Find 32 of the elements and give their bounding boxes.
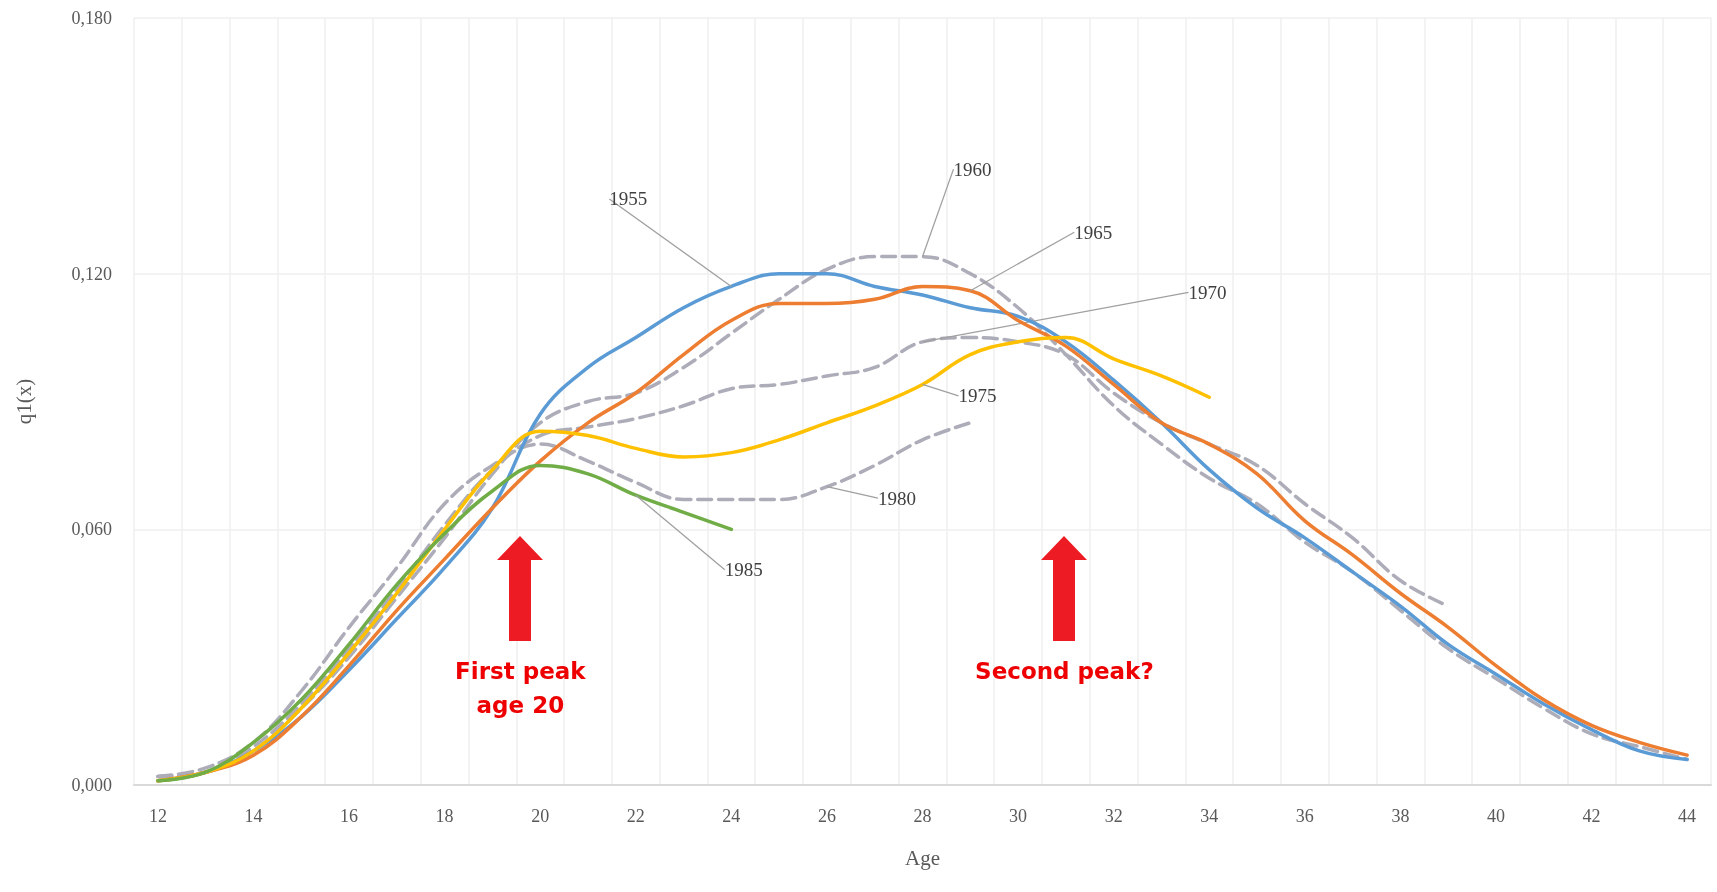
text: 1965: [1074, 221, 1113, 243]
y-tick-label: 0,060: [71, 519, 112, 540]
y-tick-label: 0,120: [71, 263, 112, 284]
y-tick-label: 0,180: [71, 8, 112, 28]
x-tick-label: 26: [817, 806, 836, 826]
text: 1955: [609, 188, 648, 210]
x-tick-label: 44: [1678, 806, 1697, 826]
text: 1960: [953, 158, 992, 180]
annotation: First peak age 20: [454, 656, 587, 721]
x-tick-label: 12: [148, 806, 167, 826]
x-tick-label: 22: [626, 806, 645, 826]
x-axis-title: Age: [905, 845, 940, 870]
series-label: 1975: [958, 385, 997, 407]
x-tick-label: 18: [435, 806, 454, 826]
x-tick-label: 16: [340, 806, 359, 826]
x-tick-label: 30: [1009, 806, 1028, 826]
series-label: 1985: [724, 559, 763, 581]
x-tick-label: 14: [244, 806, 263, 826]
x-tick-label: 38: [1391, 806, 1410, 826]
x-tick-label: 24: [722, 806, 741, 826]
annotation: Second peak?: [974, 656, 1155, 686]
x-tick-label: 40: [1486, 806, 1505, 826]
x-tick-label: 34: [1200, 806, 1219, 826]
y-axis-title: q1(x): [11, 378, 36, 425]
x-tick-label: 28: [913, 806, 932, 826]
series-label: 1980: [877, 487, 916, 509]
x-tick-label: 20: [531, 806, 550, 826]
x-tick-label: 32: [1104, 806, 1123, 826]
text: 1970: [1188, 281, 1227, 303]
x-tick-label: 36: [1295, 806, 1314, 826]
x-tick-label: 42: [1582, 806, 1601, 826]
y-tick-label: 0,000: [71, 775, 112, 795]
